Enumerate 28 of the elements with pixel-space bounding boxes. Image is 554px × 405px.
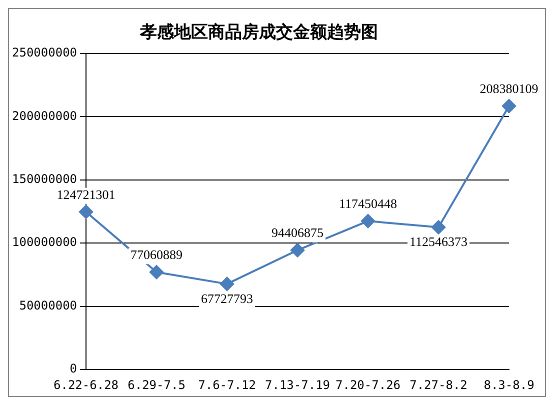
data-label: 77060889 <box>130 247 183 262</box>
point <box>79 204 94 219</box>
point <box>290 243 305 258</box>
x-tick-label: 7.27-8.2 <box>410 378 468 392</box>
y-tick-label: 0 <box>70 362 78 376</box>
chart-title: 孝感地区商品房成交金额趋势图 <box>139 22 378 43</box>
x-tick-label: 6.29-7.5 <box>128 378 186 392</box>
x-tick-label: 6.22-6.28 <box>54 378 119 392</box>
point <box>361 214 376 228</box>
x-tick-label: 8.3-8.9 <box>484 378 534 392</box>
x-tick-label: 7.20-7.26 <box>335 378 401 392</box>
y-tick-label: 250000000 <box>12 46 78 60</box>
y-tick-label: 200000000 <box>12 108 78 123</box>
data-label: 94406875 <box>272 225 324 240</box>
data-label: 117450448 <box>338 196 398 211</box>
data-label: 112546373 <box>409 234 468 250</box>
point <box>502 99 516 114</box>
x-tick-label: 7.13-7.19 <box>264 378 330 392</box>
point <box>150 265 164 280</box>
data-label: 124721301 <box>56 186 116 202</box>
y-tick-label: 100000000 <box>12 235 78 250</box>
point <box>432 220 446 234</box>
data-label: 67727793 <box>201 290 254 306</box>
x-tick-label: 7.6-7.12 <box>198 378 256 392</box>
y-tick-label: 150000000 <box>12 172 78 186</box>
data-label: 208380109 <box>480 80 538 96</box>
point <box>220 276 234 291</box>
y-tick-label: 50000000 <box>19 298 78 312</box>
